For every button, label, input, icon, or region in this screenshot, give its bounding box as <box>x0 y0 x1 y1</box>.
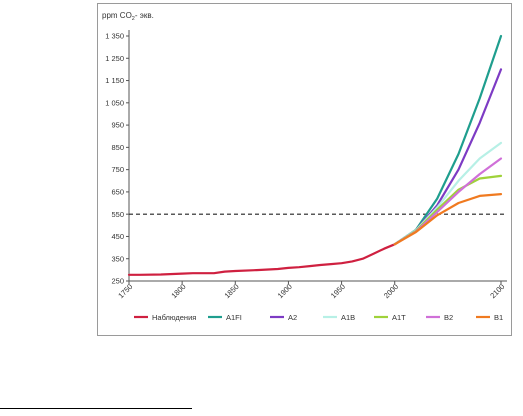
y-tick-label: 550 <box>111 210 124 219</box>
series-line-a1fi <box>393 34 503 246</box>
chart-frame: ppm CO2- экв. 250 350 450 550 650 750 850 950 1 … <box>97 3 512 336</box>
footnote-rule <box>0 408 192 409</box>
x-tick-label: 1850 <box>223 282 241 300</box>
series-line-a1b <box>393 141 503 246</box>
x-tick-label: 1800 <box>169 282 187 300</box>
y-tick-label: 1 050 <box>105 98 124 107</box>
legend-item-b1: B1 <box>476 313 503 322</box>
series-line-b2 <box>393 157 503 246</box>
legend-label: A1B <box>341 313 355 322</box>
y-tick-label: 950 <box>111 121 124 130</box>
y-tick-label: 1 350 <box>105 32 124 41</box>
y-tick-label: 650 <box>111 188 124 197</box>
y-tick-label: 750 <box>111 165 124 174</box>
y-tick-label: 250 <box>111 277 124 286</box>
y-axis-unit-label: ppm CO2- экв. <box>102 11 154 22</box>
y-tick-label: 1 250 <box>105 54 124 63</box>
legend-item-observations: Наблюдения <box>134 313 196 322</box>
legend-item-a1fi: A1FI <box>208 313 242 322</box>
series-line-a2 <box>393 68 503 246</box>
co2-concentration-chart: ppm CO2- экв. 250 350 450 550 650 750 850 950 1 … <box>102 11 507 322</box>
x-tick-label: 1950 <box>329 282 347 300</box>
y-tick-label: 350 <box>111 254 124 263</box>
series-line-observations <box>127 243 396 276</box>
legend-item-b2: B2 <box>426 313 453 322</box>
legend-item-a1b: A1B <box>323 313 355 322</box>
y-tick-label: 450 <box>111 232 124 241</box>
legend-label: A1FI <box>226 313 242 322</box>
legend-label: A2 <box>288 313 297 322</box>
legend-item-a1t: A1T <box>374 313 406 322</box>
y-tick-label: 1 150 <box>105 76 124 85</box>
legend-label: A1T <box>392 313 406 322</box>
series-line-b1 <box>393 193 503 246</box>
legend-label: Наблюдения <box>152 313 196 322</box>
legend-item-a2: A2 <box>270 313 297 322</box>
x-tick-label: 2000 <box>382 282 400 300</box>
legend-label: B2 <box>444 313 453 322</box>
legend-label: B1 <box>494 313 503 322</box>
x-tick-label: 1900 <box>276 282 294 300</box>
x-tick-label: 2100 <box>488 282 506 300</box>
y-tick-label: 850 <box>111 143 124 152</box>
